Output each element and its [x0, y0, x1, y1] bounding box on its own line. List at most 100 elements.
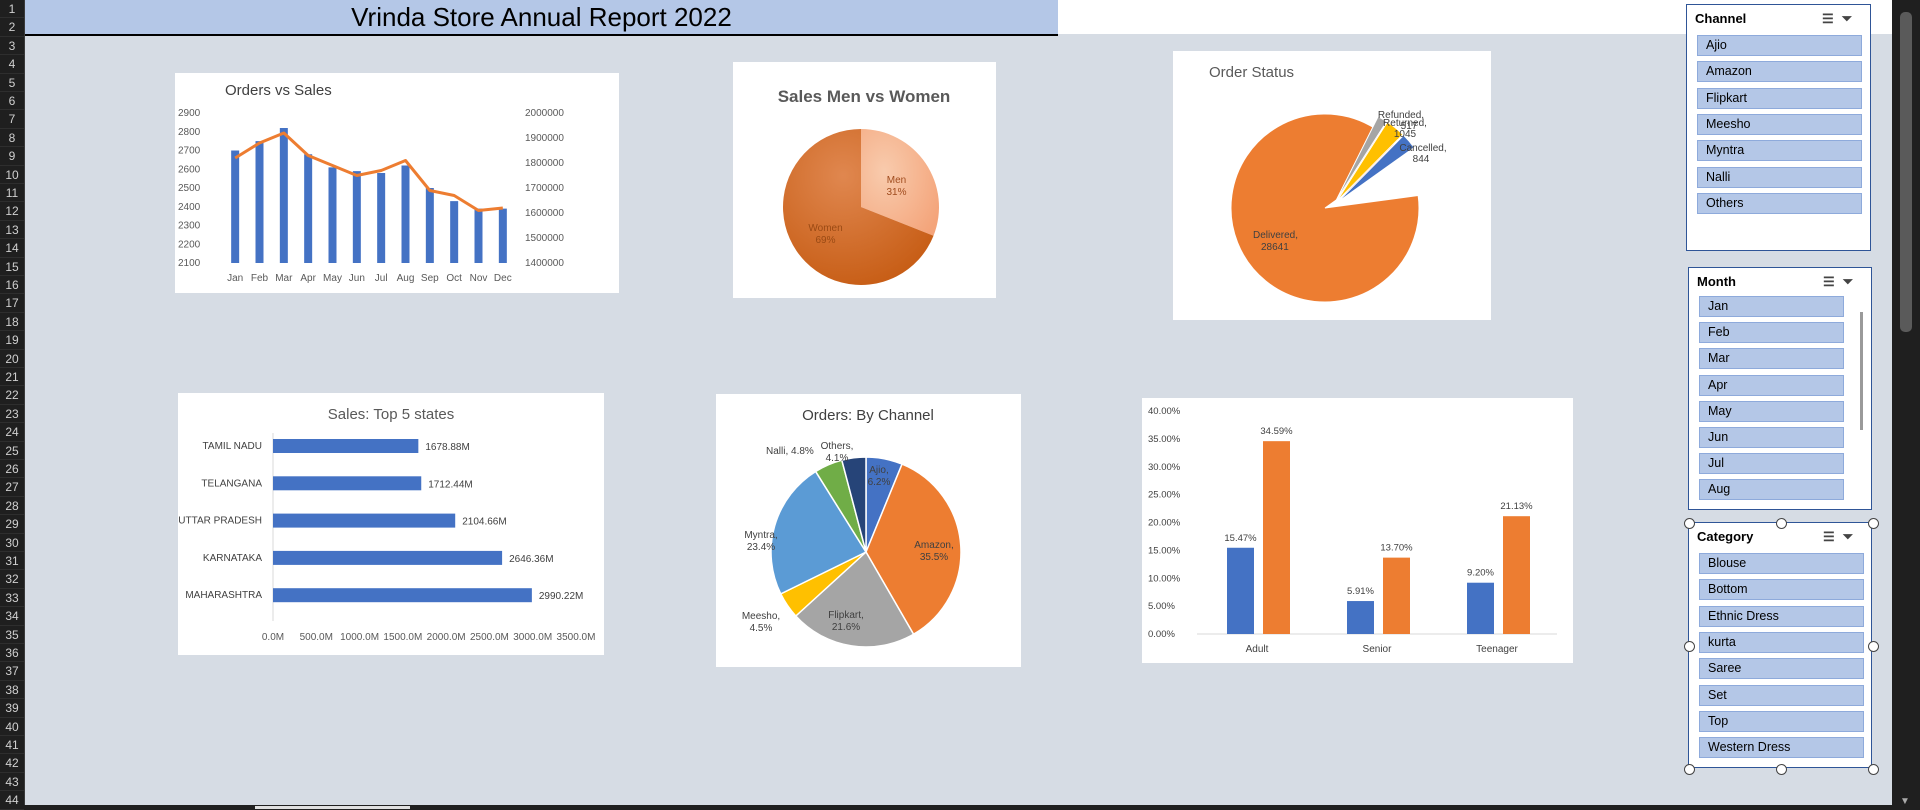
slicer-item-others[interactable]: Others	[1697, 192, 1862, 214]
slicer-item-aug[interactable]: Aug	[1699, 479, 1844, 501]
worksheet[interactable]: Vrinda Store Annual Report 2022 Orders v…	[25, 0, 1892, 809]
sales-men-women-chart[interactable]: Sales Men vs Women Men 31% Women 69%	[733, 62, 996, 298]
row-number[interactable]: 3	[0, 37, 24, 56]
slicer-item-top[interactable]: Top	[1699, 710, 1864, 732]
resize-handle[interactable]	[1775, 763, 1787, 775]
orders-vs-sales-chart[interactable]: Orders vs Sales 2900 2800 2700 2600 2500 2400 2…	[175, 73, 619, 293]
resize-handle[interactable]	[1683, 640, 1695, 652]
row-number[interactable]: 12	[0, 202, 24, 221]
row-number[interactable]: 39	[0, 699, 24, 718]
clear-filter-icon[interactable]: ⏷	[1842, 274, 1861, 289]
slicer-item-jun[interactable]: Jun	[1699, 427, 1844, 448]
row-number[interactable]: 15	[0, 258, 24, 276]
slicer-scrollbar[interactable]	[1860, 312, 1863, 430]
row-number[interactable]: 8	[0, 129, 24, 148]
row-number[interactable]: 27	[0, 478, 24, 497]
slicer-item-bottom[interactable]: Bottom	[1699, 579, 1864, 601]
row-number[interactable]: 24	[0, 423, 24, 442]
row-number[interactable]: 41	[0, 736, 24, 755]
multi-select-icon[interactable]: ☰	[1822, 274, 1843, 289]
row-number[interactable]: 20	[0, 350, 24, 368]
row-number[interactable]: 25	[0, 442, 24, 460]
row-number[interactable]: 17	[0, 294, 24, 313]
resize-handle[interactable]	[1775, 517, 1787, 529]
chart-title: Orders vs Sales	[225, 82, 332, 99]
row-number[interactable]: 9	[0, 147, 24, 166]
orders-by-channel-chart[interactable]: Orders: By Channel Ajio, 6.2% Amazon, 35.5% F…	[716, 394, 1021, 667]
slicer-item-myntra[interactable]: Myntra	[1697, 140, 1862, 162]
order-status-chart[interactable]: Order Status Delivered, 28641 Cancelled, 844…	[1173, 51, 1491, 320]
row-number[interactable]: 18	[0, 313, 24, 332]
row-number[interactable]: 36	[0, 644, 24, 663]
row-number[interactable]: 23	[0, 405, 24, 424]
scroll-down-arrow-icon[interactable]: ▼	[1900, 796, 1910, 807]
row-number[interactable]: 10	[0, 166, 24, 184]
row-number[interactable]: 2	[0, 18, 24, 37]
resize-handle[interactable]	[1867, 763, 1879, 775]
row-number[interactable]: 16	[0, 276, 24, 295]
x-axis-tick-label: 1500.0M	[383, 632, 422, 643]
row-number[interactable]: 40	[0, 718, 24, 736]
row-number[interactable]: 4	[0, 55, 24, 74]
row-number[interactable]: 42	[0, 754, 24, 773]
row-number[interactable]: 19	[0, 331, 24, 350]
scroll-thumb[interactable]	[1900, 12, 1912, 332]
channel-slicer[interactable]: Channel ☰⏷ Ajio Amazon Flipkart Meesho Myntra N…	[1686, 4, 1871, 251]
row-number[interactable]: 1	[0, 0, 24, 19]
sheet-tab-indicator[interactable]	[255, 806, 410, 809]
row-number[interactable]: 5	[0, 74, 24, 92]
slicer-item-amazon[interactable]: Amazon	[1697, 61, 1862, 83]
month-slicer[interactable]: Month ☰⏷ Jan Feb Mar Apr May Jun Jul Aug	[1688, 267, 1872, 510]
clear-filter-icon[interactable]: ⏷	[1842, 529, 1861, 544]
resize-handle[interactable]	[1683, 763, 1695, 775]
slicer-item-meesho[interactable]: Meesho	[1697, 113, 1862, 135]
slicer-item-feb[interactable]: Feb	[1699, 322, 1844, 344]
slicer-item-western-dress[interactable]: Western Dress	[1699, 737, 1864, 759]
horizontal-scrollbar[interactable]	[0, 805, 1892, 809]
row-number[interactable]: 14	[0, 239, 24, 258]
row-number[interactable]: 33	[0, 589, 24, 608]
row-number[interactable]: 31	[0, 552, 24, 571]
row-number[interactable]: 11	[0, 184, 24, 203]
row-number[interactable]: 6	[0, 92, 24, 111]
slicer-item-jan[interactable]: Jan	[1699, 296, 1844, 317]
slicer-item-kurta[interactable]: kurta	[1699, 631, 1864, 653]
slicer-item-mar[interactable]: Mar	[1699, 348, 1844, 370]
slicer-item-apr[interactable]: Apr	[1699, 374, 1844, 396]
row-number[interactable]: 35	[0, 626, 24, 644]
slicer-item-ethnic-dress[interactable]: Ethnic Dress	[1699, 605, 1864, 627]
slicer-item-flipkart[interactable]: Flipkart	[1697, 87, 1862, 109]
row-number[interactable]: 38	[0, 681, 24, 700]
slicer-item-blouse[interactable]: Blouse	[1699, 553, 1864, 574]
row-number[interactable]: 34	[0, 607, 24, 626]
category-slicer[interactable]: Category ☰⏷ Blouse Bottom Ethnic Dress kurta S…	[1683, 517, 1879, 775]
slicer-item-nalli[interactable]: Nalli	[1697, 166, 1862, 188]
row-number[interactable]: 26	[0, 460, 24, 479]
row-number[interactable]: 29	[0, 515, 24, 534]
row-number[interactable]: 21	[0, 368, 24, 387]
slicer-item-may[interactable]: May	[1699, 400, 1844, 422]
slicer-item-saree[interactable]: Saree	[1699, 658, 1864, 680]
row-number[interactable]: 13	[0, 221, 24, 240]
slicer-item-ajio[interactable]: Ajio	[1697, 35, 1862, 56]
row-number[interactable]: 30	[0, 534, 24, 552]
row-number[interactable]: 28	[0, 497, 24, 516]
row-number[interactable]: 37	[0, 662, 24, 681]
row-number[interactable]: 22	[0, 386, 24, 405]
row-number[interactable]: 32	[0, 570, 24, 589]
slicer-item-set[interactable]: Set	[1699, 684, 1864, 706]
multi-select-icon[interactable]: ☰	[1821, 11, 1842, 26]
slicer-item-jul[interactable]: Jul	[1699, 453, 1844, 475]
row-number[interactable]: 43	[0, 773, 24, 792]
resize-handle[interactable]	[1867, 640, 1879, 652]
age-group-chart[interactable]: 40.00% 35.00% 30.00% 25.00% 20.00% 15.00% 10.0…	[1142, 398, 1573, 663]
multi-select-icon[interactable]: ☰	[1822, 529, 1843, 544]
resize-handle[interactable]	[1867, 517, 1879, 529]
y-axis-tick-label: 0.00%	[1148, 629, 1175, 640]
clear-filter-icon[interactable]: ⏷	[1841, 11, 1860, 26]
resize-handle[interactable]	[1683, 517, 1695, 529]
vertical-scrollbar[interactable]: ▼	[1892, 0, 1920, 809]
row-number[interactable]: 7	[0, 110, 24, 129]
y-axis-tick-label: 15.00%	[1148, 545, 1181, 556]
top-states-chart[interactable]: Sales: Top 5 states TAMIL NADU 1678.88M TEL…	[178, 393, 604, 655]
